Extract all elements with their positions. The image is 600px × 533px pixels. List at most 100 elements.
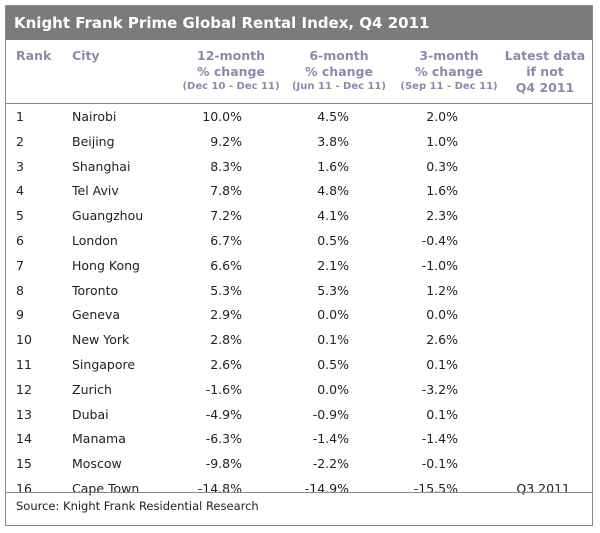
three-month-cell: -1.4% [421, 431, 458, 447]
three-month-cell: 2.6% [426, 332, 458, 348]
twelve-month-cell: 2.8% [210, 332, 242, 348]
header-3-month-period: (Sep 11 - Dec 11) [400, 81, 498, 92]
six-month-cell: -2.2% [312, 456, 349, 472]
six-month-cell: 4.5% [317, 109, 349, 124]
three-month-cell: 0.3% [426, 158, 458, 174]
rank-cell: 11 [16, 356, 32, 372]
rank-cell: 10 [16, 332, 32, 348]
table-row: 15 Moscow -9.8% -2.2% -0.1% [6, 451, 592, 476]
city-cell: Toronto [72, 282, 119, 298]
three-month-cell: 0.1% [426, 406, 458, 422]
city-cell: Manama [72, 431, 126, 447]
rank-cell: 2 [16, 133, 24, 149]
city-cell: Moscow [72, 456, 122, 472]
twelve-month-cell: 6.6% [210, 257, 242, 273]
six-month-cell: 0.5% [317, 356, 349, 372]
six-month-cell: 0.0% [317, 307, 349, 323]
table-row: 12 Zurich -1.6% 0.0% -3.2% [6, 377, 592, 402]
rental-index-table-panel: Knight Frank Prime Global Rental Index, … [5, 5, 593, 526]
twelve-month-cell: -6.3% [205, 431, 242, 447]
table-row: 7 Hong Kong 6.6% 2.1% -1.0% [6, 253, 592, 278]
twelve-month-cell: 9.2% [210, 133, 242, 149]
city-cell: Cape Town [72, 480, 140, 496]
header-12-month-line1: 12-month [197, 48, 265, 63]
six-month-cell: 2.1% [317, 257, 349, 273]
three-month-cell: -1.0% [421, 257, 458, 273]
header-latest-line1: Latest data [504, 48, 586, 63]
latest-data-cell: Q3 2011 [516, 480, 570, 496]
rank-cell: 9 [16, 307, 24, 323]
table-body: 1 Nairobi 10.0% 4.5% 2.0% 2 Beijing 9.2% 3.8% 1.… [6, 104, 592, 501]
table-row: 4 Tel Aviv 7.8% 4.8% 1.6% [6, 178, 592, 203]
table-row: 6 London 6.7% 0.5% -0.4% [6, 228, 592, 253]
three-month-cell: -15.5% [413, 480, 458, 496]
six-month-cell: 1.6% [317, 158, 349, 174]
twelve-month-cell: 7.8% [210, 183, 242, 199]
twelve-month-cell: 5.3% [210, 282, 242, 298]
three-month-cell: 1.2% [426, 282, 458, 298]
rank-cell: 8 [16, 282, 24, 298]
header-latest-data: Latest data if not Q4 2011 [500, 48, 590, 96]
rank-cell: 12 [16, 381, 32, 397]
table-title: Knight Frank Prime Global Rental Index, … [6, 6, 592, 40]
header-latest-line2: if not [526, 64, 564, 79]
six-month-cell: 4.1% [317, 208, 349, 224]
rank-cell: 5 [16, 208, 24, 224]
source-note: Source: Knight Frank Residential Researc… [16, 499, 259, 513]
header-6-month-line1: 6-month [309, 48, 369, 63]
city-cell: Tel Aviv [72, 183, 119, 199]
six-month-cell: 4.8% [317, 183, 349, 199]
city-cell: Shanghai [72, 158, 131, 174]
header-latest-line3: Q4 2011 [515, 80, 575, 95]
rank-cell: 16 [16, 480, 32, 496]
header-3-month-line2: % change [415, 64, 483, 79]
table-row: 2 Beijing 9.2% 3.8% 1.0% [6, 129, 592, 154]
three-month-cell: -0.4% [421, 232, 458, 248]
city-cell: Hong Kong [72, 257, 140, 273]
city-cell: Singapore [72, 356, 136, 372]
three-month-cell: -0.1% [421, 456, 458, 472]
six-month-cell: 0.1% [317, 332, 349, 348]
rank-cell: 3 [16, 158, 24, 174]
twelve-month-cell: 8.3% [210, 158, 242, 174]
rank-cell: 6 [16, 232, 24, 248]
six-month-cell: -1.4% [312, 431, 349, 447]
six-month-cell: 0.0% [317, 381, 349, 397]
table-row: 13 Dubai -4.9% -0.9% 0.1% [6, 402, 592, 427]
twelve-month-cell: 7.2% [210, 208, 242, 224]
six-month-cell: -14.9% [304, 480, 349, 496]
city-cell: Beijing [72, 133, 115, 149]
three-month-cell: 1.6% [426, 183, 458, 199]
rank-cell: 13 [16, 406, 32, 422]
six-month-cell: 3.8% [317, 133, 349, 149]
twelve-month-cell: 10.0% [202, 109, 242, 124]
twelve-month-cell: 6.7% [210, 232, 242, 248]
rank-cell: 14 [16, 431, 32, 447]
table-row: 9 Geneva 2.9% 0.0% 0.0% [6, 302, 592, 327]
table-row: 1 Nairobi 10.0% 4.5% 2.0% [6, 104, 592, 129]
header-rank: Rank [16, 48, 52, 63]
twelve-month-cell: -14.8% [197, 480, 242, 496]
table-row: 8 Toronto 5.3% 5.3% 1.2% [6, 278, 592, 303]
three-month-cell: 1.0% [426, 133, 458, 149]
twelve-month-cell: 2.9% [210, 307, 242, 323]
three-month-cell: -3.2% [421, 381, 458, 397]
three-month-cell: 2.0% [426, 109, 458, 124]
header-6-month-line2: % change [305, 64, 373, 79]
city-cell: Geneva [72, 307, 121, 323]
header-12-month-line2: % change [197, 64, 265, 79]
table-row: 14 Manama -6.3% -1.4% -1.4% [6, 426, 592, 451]
city-cell: Guangzhou [72, 208, 144, 224]
six-month-cell: 5.3% [317, 282, 349, 298]
header-12-month: 12-month % change (Dec 10 - Dec 11) [176, 48, 286, 94]
table-row: 5 Guangzhou 7.2% 4.1% 2.3% [6, 203, 592, 228]
three-month-cell: 0.0% [426, 307, 458, 323]
twelve-month-cell: 2.6% [210, 356, 242, 372]
table-row: 11 Singapore 2.6% 0.5% 0.1% [6, 352, 592, 377]
six-month-cell: 0.5% [317, 232, 349, 248]
rank-cell: 1 [16, 109, 24, 124]
header-city: City [72, 48, 100, 63]
header-divider [6, 103, 592, 104]
city-cell: Nairobi [72, 109, 117, 124]
six-month-cell: -0.9% [312, 406, 349, 422]
